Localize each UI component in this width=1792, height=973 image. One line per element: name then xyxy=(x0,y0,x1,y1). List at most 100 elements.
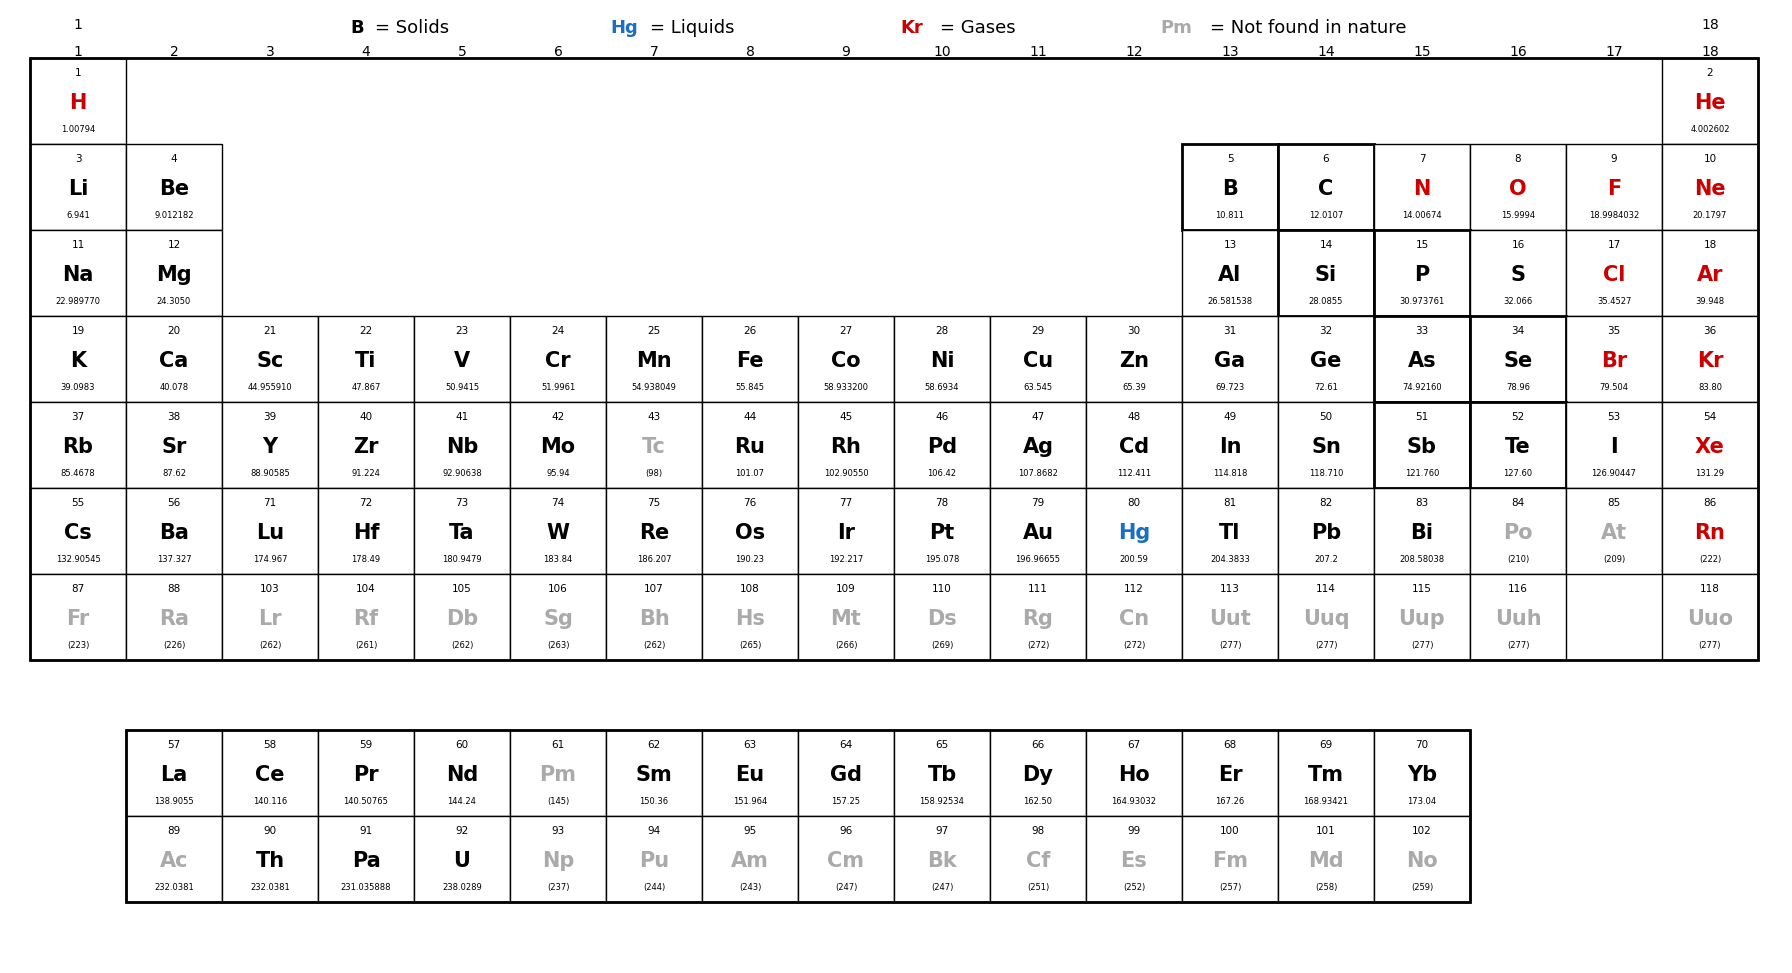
Bar xyxy=(1469,230,1566,316)
Text: Al: Al xyxy=(1219,265,1242,285)
Bar xyxy=(222,574,317,660)
Text: = Liquids: = Liquids xyxy=(650,19,735,37)
Text: Pm: Pm xyxy=(1159,19,1192,37)
Text: Ag: Ag xyxy=(1023,437,1054,456)
Bar xyxy=(30,230,125,316)
Bar xyxy=(1661,144,1758,230)
Text: 46: 46 xyxy=(935,412,948,421)
Text: 13: 13 xyxy=(1220,45,1238,59)
Text: Bi: Bi xyxy=(1410,523,1434,543)
Text: 97: 97 xyxy=(935,826,948,836)
Text: 4: 4 xyxy=(170,154,177,163)
Text: 140.50765: 140.50765 xyxy=(344,797,389,806)
Bar xyxy=(797,402,894,488)
Text: 195.078: 195.078 xyxy=(925,555,959,564)
Text: 208.58038: 208.58038 xyxy=(1400,555,1444,564)
Text: 44: 44 xyxy=(744,412,756,421)
Text: 83.80: 83.80 xyxy=(1699,383,1722,392)
Bar xyxy=(1374,230,1469,316)
Text: 20.1797: 20.1797 xyxy=(1693,211,1727,220)
Text: 81: 81 xyxy=(1224,497,1236,508)
Bar xyxy=(606,816,702,902)
Text: 10: 10 xyxy=(934,45,952,59)
Text: 108: 108 xyxy=(740,584,760,594)
Text: Yb: Yb xyxy=(1407,765,1437,784)
Text: 110: 110 xyxy=(932,584,952,594)
Text: 70: 70 xyxy=(1416,739,1428,749)
Text: (259): (259) xyxy=(1410,883,1434,892)
Text: Rf: Rf xyxy=(353,609,378,629)
Text: 14: 14 xyxy=(1319,239,1333,250)
Text: 6: 6 xyxy=(1322,154,1330,163)
Text: 1: 1 xyxy=(73,45,82,59)
Text: 14: 14 xyxy=(1317,45,1335,59)
Text: 12: 12 xyxy=(167,239,181,250)
Text: 121.760: 121.760 xyxy=(1405,469,1439,478)
Text: 71: 71 xyxy=(263,497,276,508)
Text: 89: 89 xyxy=(167,826,181,836)
Bar xyxy=(989,316,1086,402)
Text: 92.90638: 92.90638 xyxy=(443,469,482,478)
Text: Uuq: Uuq xyxy=(1303,609,1349,629)
Text: 232.0381: 232.0381 xyxy=(251,883,290,892)
Text: Bk: Bk xyxy=(926,850,957,871)
Text: 7: 7 xyxy=(650,45,658,59)
Text: 106.42: 106.42 xyxy=(928,469,957,478)
Bar xyxy=(1374,402,1469,488)
Bar xyxy=(30,58,125,144)
Text: 18: 18 xyxy=(1701,45,1719,59)
Bar xyxy=(797,574,894,660)
Bar xyxy=(317,574,414,660)
Text: Uuh: Uuh xyxy=(1495,609,1541,629)
Bar xyxy=(1566,316,1661,402)
Text: Zr: Zr xyxy=(353,437,378,456)
Text: Sc: Sc xyxy=(256,350,283,371)
Bar xyxy=(222,730,317,816)
Text: Rn: Rn xyxy=(1695,523,1726,543)
Bar xyxy=(1183,230,1278,316)
Bar xyxy=(1183,144,1278,230)
Text: Hg: Hg xyxy=(1118,523,1150,543)
Text: 6.941: 6.941 xyxy=(66,211,90,220)
Text: 52: 52 xyxy=(1511,412,1525,421)
Text: Xe: Xe xyxy=(1695,437,1726,456)
Text: Ne: Ne xyxy=(1693,179,1726,198)
Text: (262): (262) xyxy=(258,641,281,650)
Text: 96: 96 xyxy=(839,826,853,836)
Text: Pr: Pr xyxy=(353,765,378,784)
Text: 18: 18 xyxy=(1701,18,1719,32)
Bar xyxy=(317,730,414,816)
Text: Eu: Eu xyxy=(735,765,765,784)
Text: 95: 95 xyxy=(744,826,756,836)
Text: U: U xyxy=(453,850,471,871)
Text: Th: Th xyxy=(256,850,285,871)
Text: Sm: Sm xyxy=(636,765,672,784)
Bar xyxy=(511,402,606,488)
Text: La: La xyxy=(159,765,188,784)
Text: 32: 32 xyxy=(1319,326,1333,336)
Bar xyxy=(1278,574,1374,660)
Text: 58.933200: 58.933200 xyxy=(824,383,869,392)
Bar xyxy=(1183,816,1278,902)
Text: 33: 33 xyxy=(1416,326,1428,336)
Text: 107: 107 xyxy=(643,584,663,594)
Text: 11: 11 xyxy=(1029,45,1047,59)
Text: Nb: Nb xyxy=(446,437,478,456)
Text: 35: 35 xyxy=(1607,326,1620,336)
Bar xyxy=(989,488,1086,574)
Bar xyxy=(1374,730,1469,816)
Text: As: As xyxy=(1409,350,1437,371)
Text: 12: 12 xyxy=(1125,45,1143,59)
Text: 232.0381: 232.0381 xyxy=(154,883,194,892)
Text: 30.973761: 30.973761 xyxy=(1400,297,1444,306)
Text: 137.327: 137.327 xyxy=(156,555,192,564)
Bar xyxy=(1374,144,1469,230)
Text: 26: 26 xyxy=(744,326,756,336)
Text: Ga: Ga xyxy=(1215,350,1245,371)
Text: Ba: Ba xyxy=(159,523,188,543)
Text: 87.62: 87.62 xyxy=(161,469,186,478)
Text: 32.066: 32.066 xyxy=(1503,297,1532,306)
Bar xyxy=(125,316,222,402)
Text: 138.9055: 138.9055 xyxy=(154,797,194,806)
Text: 54: 54 xyxy=(1704,412,1717,421)
